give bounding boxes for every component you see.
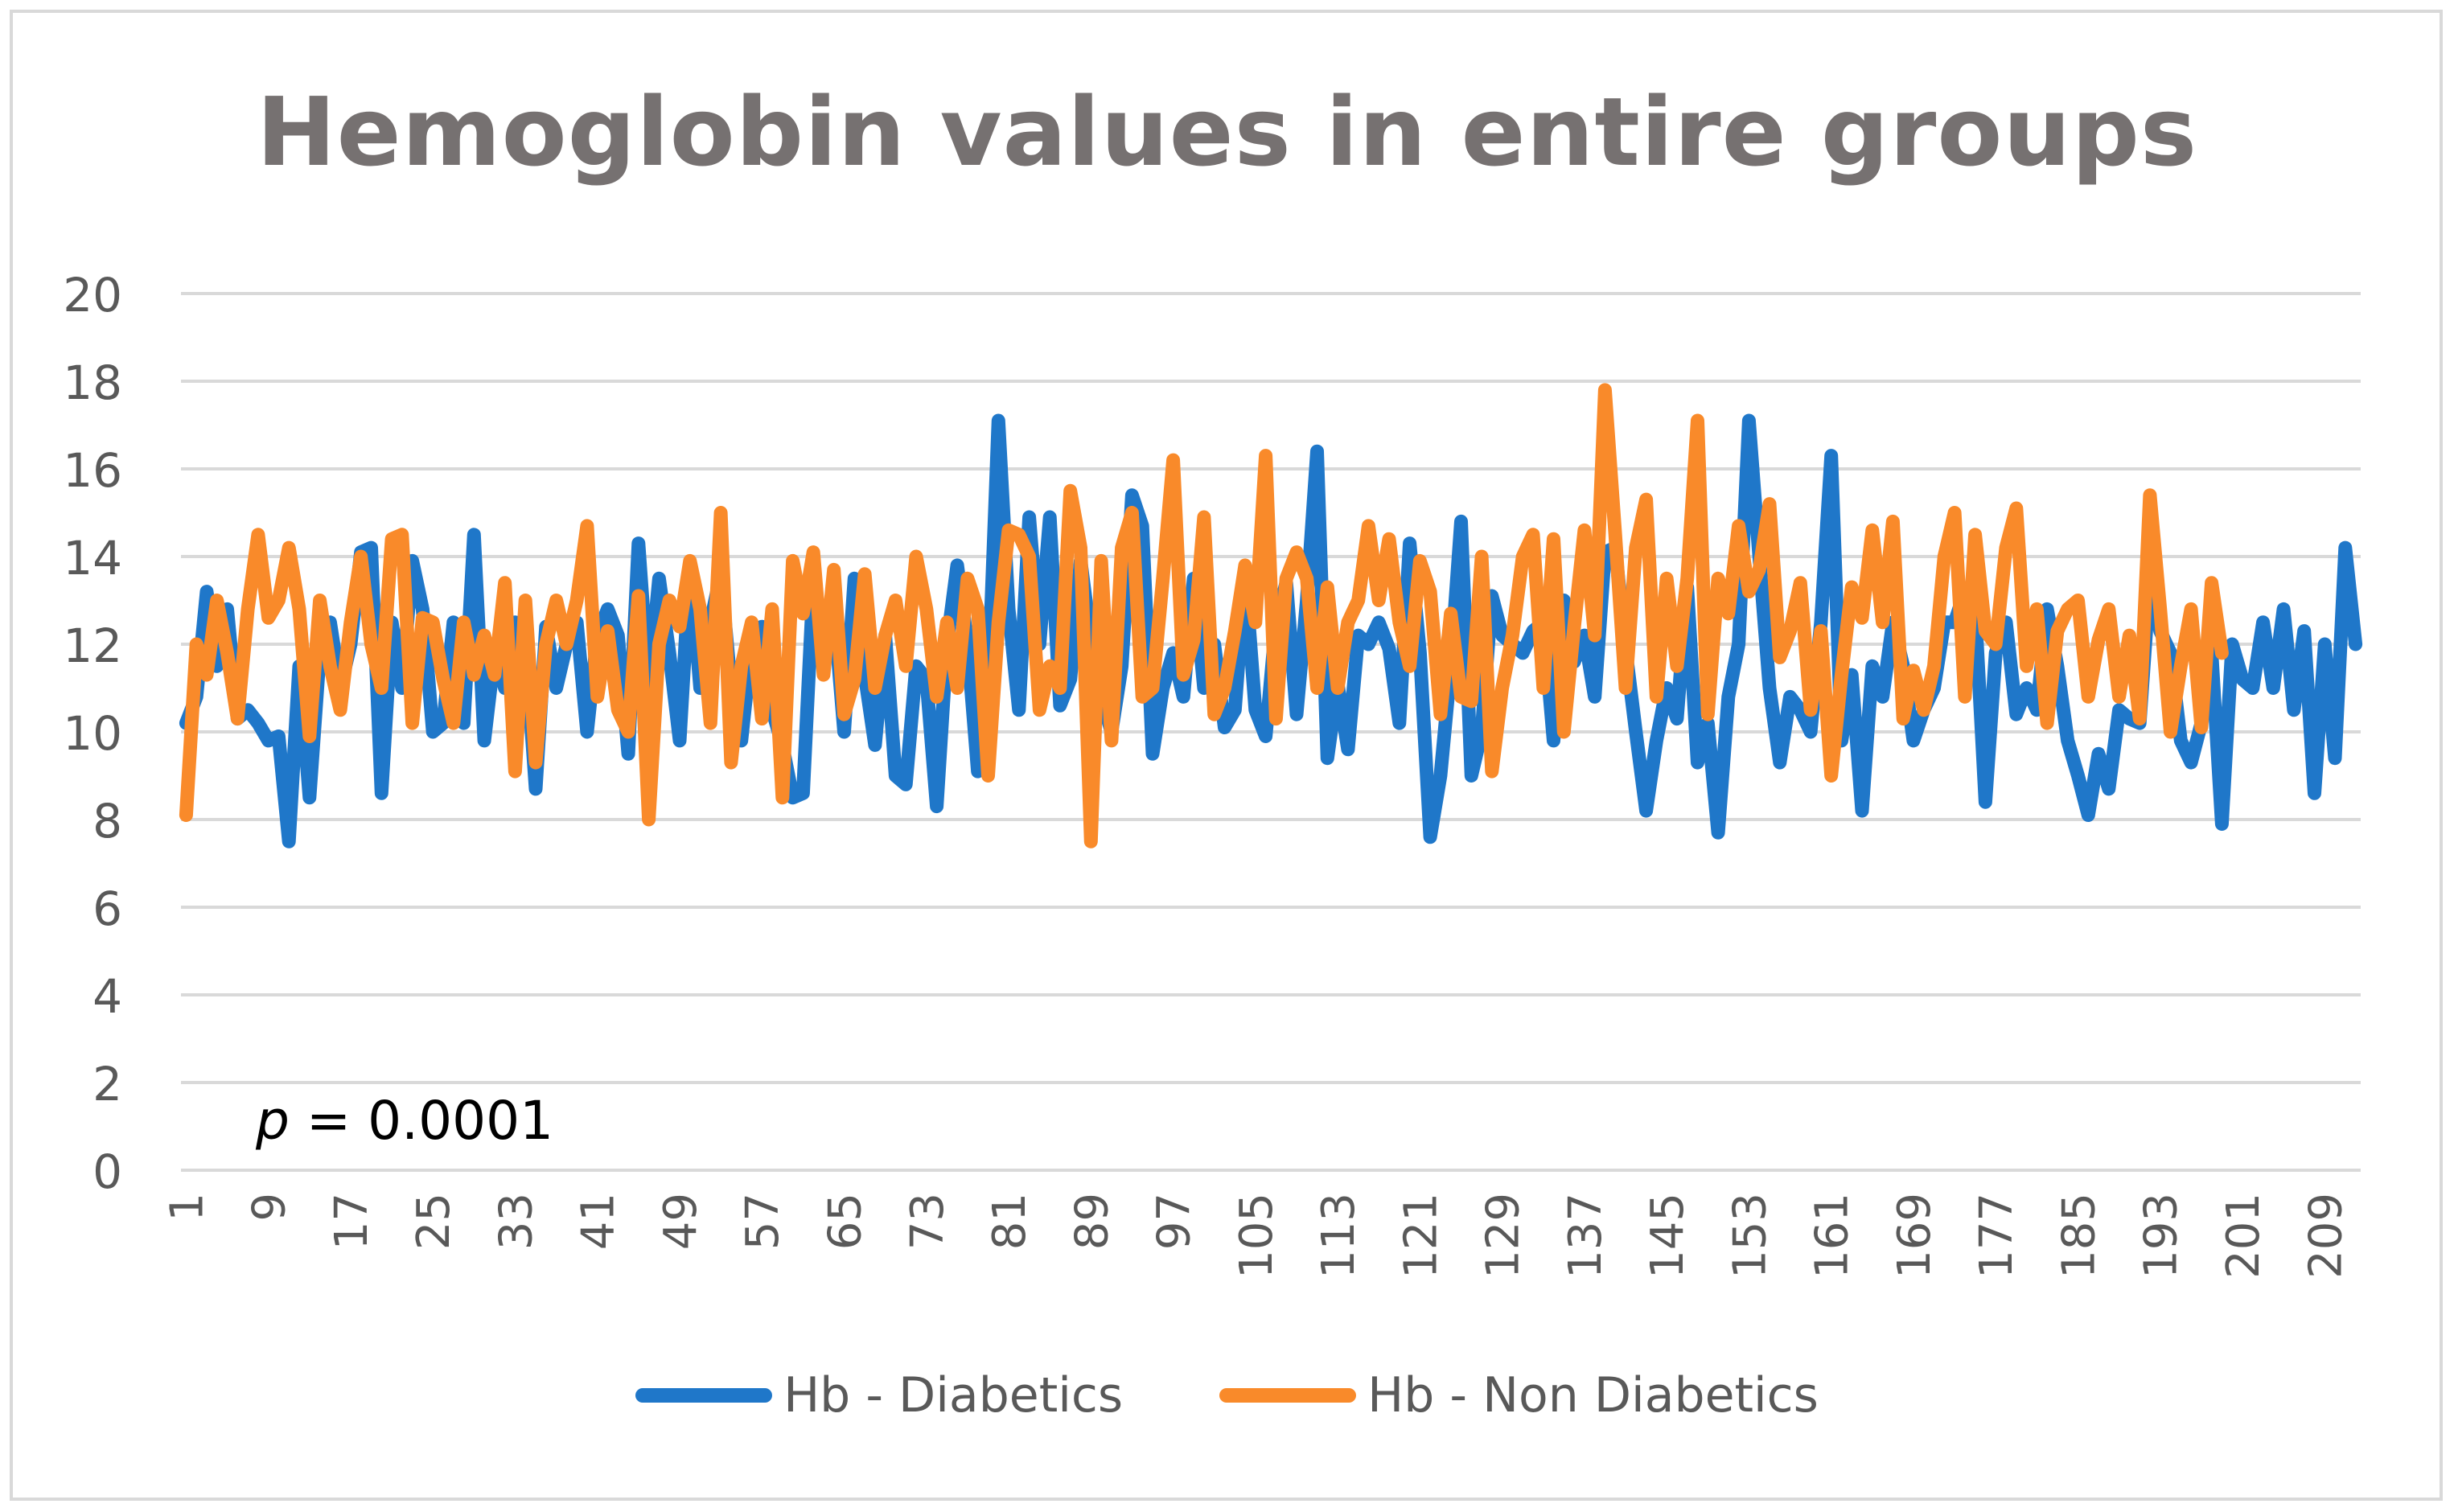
x-tick-label: 145 (1642, 1193, 1694, 1279)
y-axis-ticks: 0 2 4 6 8 10 12 14 16 18 20 (63, 268, 122, 1199)
y-tick-label: 0 (92, 1144, 122, 1199)
x-tick-label: 121 (1395, 1193, 1447, 1279)
y-tick-label: 20 (63, 268, 122, 323)
x-tick-label: 41 (573, 1193, 625, 1250)
p-value-text: = 0.0001 (289, 1090, 554, 1152)
x-tick-label: 89 (1066, 1193, 1118, 1250)
series-line-non-diabetics (179, 383, 2229, 848)
x-tick-label: 105 (1231, 1193, 1283, 1279)
x-tick-label: 161 (1807, 1193, 1859, 1279)
x-tick-label: 73 (902, 1193, 954, 1250)
y-tick-label: 12 (63, 618, 122, 673)
legend-swatch-non-diabetics (1219, 1388, 1357, 1403)
chart-title: Hemoglobin values in entire groups (256, 76, 2198, 187)
p-value-annotation: p = 0.0001 (256, 1090, 553, 1152)
chart-frame (10, 10, 2443, 1501)
series-lines (179, 383, 2363, 848)
x-tick-label: 113 (1313, 1193, 1365, 1279)
x-tick-label: 177 (1971, 1193, 2023, 1279)
p-value-symbol: p (256, 1090, 290, 1152)
x-tick-label: 49 (655, 1193, 707, 1250)
x-tick-label: 57 (737, 1193, 789, 1250)
x-tick-label: 33 (490, 1193, 542, 1250)
y-tick-label: 14 (63, 531, 122, 585)
x-tick-label: 137 (1560, 1193, 1612, 1279)
x-tick-label: 9 (244, 1193, 296, 1222)
legend-swatch-diabetics (635, 1388, 773, 1403)
x-tick-label: 1 (161, 1193, 213, 1222)
y-tick-label: 16 (63, 443, 122, 498)
y-tick-label: 18 (63, 355, 122, 410)
x-tick-label: 17 (326, 1193, 378, 1250)
x-tick-label: 129 (1478, 1193, 1530, 1279)
x-tick-label: 81 (984, 1193, 1036, 1250)
x-tick-label: 97 (1149, 1193, 1201, 1250)
y-tick-label: 4 (92, 969, 122, 1024)
x-tick-label: 153 (1724, 1193, 1776, 1279)
y-tick-label: 10 (63, 706, 122, 761)
x-tick-label: 201 (2218, 1193, 2270, 1279)
x-tick-label: 25 (408, 1193, 460, 1250)
x-tick-label: 65 (820, 1193, 872, 1250)
y-tick-label: 8 (92, 794, 122, 848)
x-tick-label: 209 (2300, 1193, 2352, 1279)
legend: Hb - Diabetics Hb - Non Diabetics (0, 1367, 2454, 1424)
x-tick-label: 193 (2135, 1193, 2188, 1279)
legend-item-diabetics[interactable]: Hb - Diabetics (635, 1367, 1123, 1424)
x-tick-label: 185 (2053, 1193, 2105, 1279)
x-axis-ticks: 1 9 17 25 33 41 49 57 65 73 81 89 97 105 113 121 129 137 1… (161, 1193, 2352, 1279)
legend-label-diabetics: Hb - Diabetics (783, 1367, 1124, 1424)
y-tick-label: 6 (92, 881, 122, 936)
legend-label-non-diabetics: Hb - Non Diabetics (1367, 1367, 1819, 1424)
legend-item-non-diabetics[interactable]: Hb - Non Diabetics (1219, 1367, 1819, 1424)
x-tick-label: 169 (1889, 1193, 1941, 1279)
y-tick-label: 2 (92, 1057, 122, 1111)
